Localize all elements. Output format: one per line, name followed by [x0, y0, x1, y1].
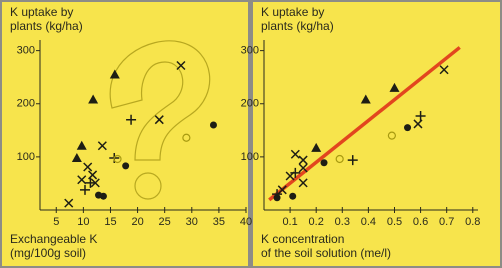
y-tick-label: 200	[17, 98, 35, 110]
point-dot	[274, 194, 281, 201]
point-dot	[100, 193, 107, 200]
y-axis-label: K uptake by	[10, 5, 73, 19]
x-tick-label: 30	[186, 216, 198, 228]
figure: K uptake byplants (kg/ha)Exchangeable K(…	[0, 0, 502, 268]
x-tick-label: 15	[104, 216, 116, 228]
x-axis-label: of the soil solution (me/l)	[261, 246, 391, 260]
x-tick-label: 35	[213, 216, 225, 228]
x-tick-label: 0.7	[439, 216, 454, 228]
x-tick-label: 25	[159, 216, 171, 228]
point-dot	[289, 193, 296, 200]
x-tick-label: 40	[240, 216, 252, 228]
y-tick-label: 100	[241, 151, 259, 163]
x-axis-label: Exchangeable K	[10, 232, 97, 246]
point-dot	[404, 124, 411, 131]
x-tick-label: 20	[131, 216, 143, 228]
x-tick-label: 0.3	[335, 216, 350, 228]
y-tick-label: 200	[241, 98, 259, 110]
x-tick-label: 0.4	[361, 216, 376, 228]
point-dot	[210, 122, 217, 129]
x-tick-label: 0.8	[465, 216, 480, 228]
panel	[2, 2, 248, 266]
x-tick-label: 0.5	[387, 216, 402, 228]
point-dot	[321, 159, 328, 166]
x-tick-label: 5	[53, 216, 59, 228]
y-axis-label: plants (kg/ha)	[10, 19, 83, 33]
x-axis-label: (mg/100g soil)	[10, 246, 86, 260]
x-tick-label: 0.6	[413, 216, 428, 228]
point-dot	[122, 162, 129, 169]
y-tick-label: 300	[17, 45, 35, 57]
x-tick-label: 0.1	[282, 216, 297, 228]
y-tick-label: 100	[17, 151, 35, 163]
x-axis-label: K concentration	[261, 232, 344, 246]
y-axis-label: K uptake by	[261, 5, 324, 19]
y-axis-label: plants (kg/ha)	[261, 19, 334, 33]
y-tick-label: 300	[241, 45, 259, 57]
x-tick-label: 10	[77, 216, 89, 228]
x-tick-label: 0.2	[309, 216, 324, 228]
